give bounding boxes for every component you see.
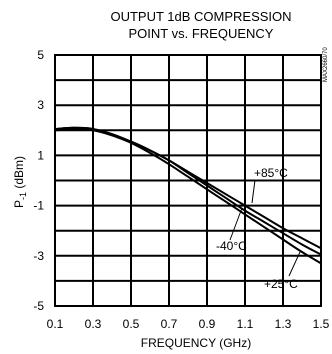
y-tick-label: 5: [37, 48, 44, 62]
y-axis-label-main: P: [12, 200, 26, 208]
x-tick-label: 1.3: [275, 317, 292, 331]
plot-frame: [54, 54, 322, 307]
chart-title: OUTPUT 1dB COMPRESSION POINT vs. FREQUEN…: [110, 9, 291, 41]
curves: [54, 126, 322, 265]
label-leaders: [229, 179, 301, 277]
y-tick-label: 1: [37, 148, 44, 162]
y-tick-label: -1: [33, 199, 44, 213]
chart-title-line-2: POINT vs. FREQUENCY: [129, 26, 274, 41]
leader-minus40c: [229, 207, 243, 241]
x-tick-labels: 0.1 0.3 0.5 0.7 0.9 1.1 1.3 1.5: [47, 317, 330, 331]
x-axis-label: FREQUENCY (GHz): [141, 336, 251, 350]
y-tick-label: 3: [37, 98, 44, 112]
series-line-1: [54, 126, 322, 256]
series-label-minus40c: -40°C: [216, 239, 247, 253]
x-tick-label: 1.5: [313, 317, 330, 331]
x-tick-label: 0.3: [85, 317, 102, 331]
series-line-2: [54, 126, 322, 265]
leader-25c: [288, 251, 301, 277]
x-tick-label: 1.1: [237, 317, 254, 331]
x-tick-label: 0.5: [123, 317, 140, 331]
y-tick-label: -5: [33, 299, 44, 313]
x-tick-label: 0.9: [199, 317, 216, 331]
y-axis-label-sub: -1: [18, 192, 28, 200]
y-axis-label: P-1 (dBm): [12, 156, 28, 208]
y-axis-label-unit: (dBm): [12, 156, 26, 192]
x-tick-label: 0.1: [47, 317, 64, 331]
y-tick-labels: 5 3 1 -1 -3 -5: [33, 48, 44, 313]
grid: [55, 55, 321, 306]
y-tick-label: -3: [33, 249, 44, 263]
chart-title-line-1: OUTPUT 1dB COMPRESSION: [110, 9, 291, 24]
series-label-25c: +25°C: [264, 277, 298, 291]
series-labels: +85°C -40°C +25°C: [216, 166, 298, 291]
series-label-85c: +85°C: [254, 166, 288, 180]
leader-85c: [251, 179, 256, 204]
side-part-number: MAX2660/70: [323, 47, 329, 82]
x-tick-label: 0.7: [161, 317, 178, 331]
